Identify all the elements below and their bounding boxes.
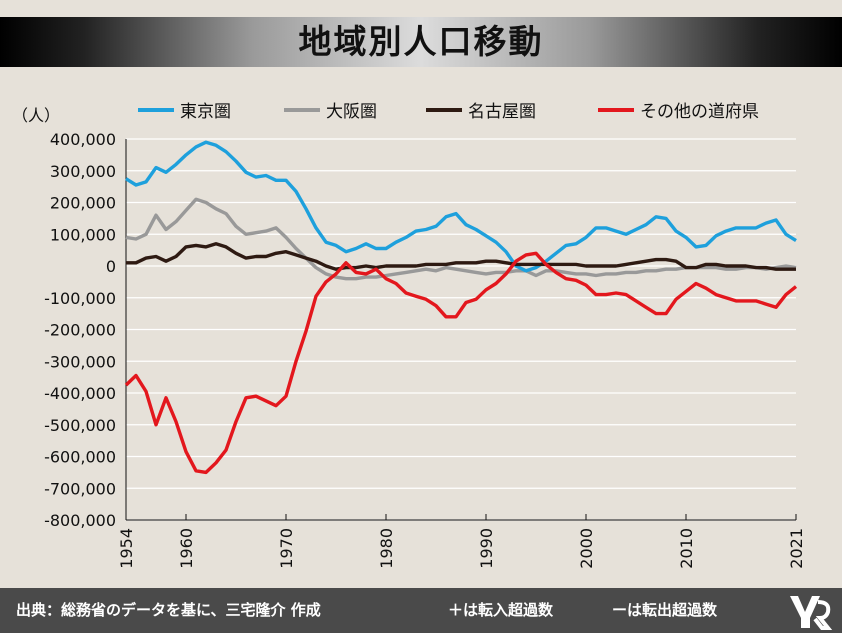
legend-label: その他の道府県 bbox=[640, 102, 759, 122]
plus-meaning-note: ＋は転入超過数 bbox=[448, 601, 554, 619]
author-logo-icon bbox=[790, 596, 833, 630]
population-migration-chart: 400,000 300,000 200,000 100,000 0 -100,000 -20… bbox=[12, 102, 806, 569]
gridlines bbox=[126, 138, 796, 521]
y-tick-label: 0 bbox=[106, 257, 116, 276]
minus-meaning-note: ーは転出超過数 bbox=[612, 601, 718, 619]
legend: 東京圏 大阪圏 名古屋圏 その他の道府県 bbox=[138, 102, 759, 122]
source-note: 出典：総務省のデータを基に、三宅隆介 作成 bbox=[16, 601, 321, 619]
y-axis-unit-label: （人） bbox=[12, 106, 60, 125]
y-tick-label: -100,000 bbox=[44, 289, 116, 308]
footer-bar: 出典：総務省のデータを基に、三宅隆介 作成 ＋は転入超過数 ーは転出超過数 bbox=[0, 588, 842, 633]
y-tick-label: 100,000 bbox=[50, 225, 116, 244]
legend-label: 名古屋圏 bbox=[468, 102, 536, 122]
y-tick-label: 200,000 bbox=[50, 194, 116, 213]
x-tick-label: 1990 bbox=[477, 528, 496, 569]
y-tick-label: -400,000 bbox=[44, 384, 116, 403]
x-tick-label: 2021 bbox=[787, 528, 806, 569]
x-tick-label: 2010 bbox=[677, 528, 696, 569]
y-tick-label: -600,000 bbox=[44, 448, 116, 467]
y-tick-label: 300,000 bbox=[50, 162, 116, 181]
x-tick-label: 2000 bbox=[577, 528, 596, 569]
series-line-1 bbox=[125, 140, 797, 273]
legend-label: 東京圏 bbox=[180, 102, 231, 122]
series-line-3 bbox=[126, 242, 796, 271]
x-tick-label: 1954 bbox=[117, 528, 136, 569]
y-tick-label: 400,000 bbox=[50, 130, 116, 149]
series-lines bbox=[124, 140, 798, 475]
y-tick-label: -800,000 bbox=[44, 511, 116, 530]
x-axis-ticks: 1954 1960 1970 1980 1990 2000 2010 2021 bbox=[117, 139, 806, 569]
y-tick-label: -300,000 bbox=[44, 352, 116, 371]
title-band bbox=[0, 17, 842, 67]
x-tick-label: 1970 bbox=[277, 528, 296, 569]
y-tick-label: -700,000 bbox=[44, 479, 116, 498]
series-line-4 bbox=[124, 251, 798, 475]
x-tick-label: 1960 bbox=[177, 528, 196, 569]
y-axis-ticks: 400,000 300,000 200,000 100,000 0 -100,000 -20… bbox=[44, 130, 116, 530]
x-tick-label: 1980 bbox=[377, 528, 396, 569]
y-tick-label: -500,000 bbox=[44, 416, 116, 435]
legend-label: 大阪圏 bbox=[326, 102, 377, 122]
page-title: 地域別人口移動 bbox=[298, 22, 544, 61]
y-tick-label: -200,000 bbox=[44, 321, 116, 340]
